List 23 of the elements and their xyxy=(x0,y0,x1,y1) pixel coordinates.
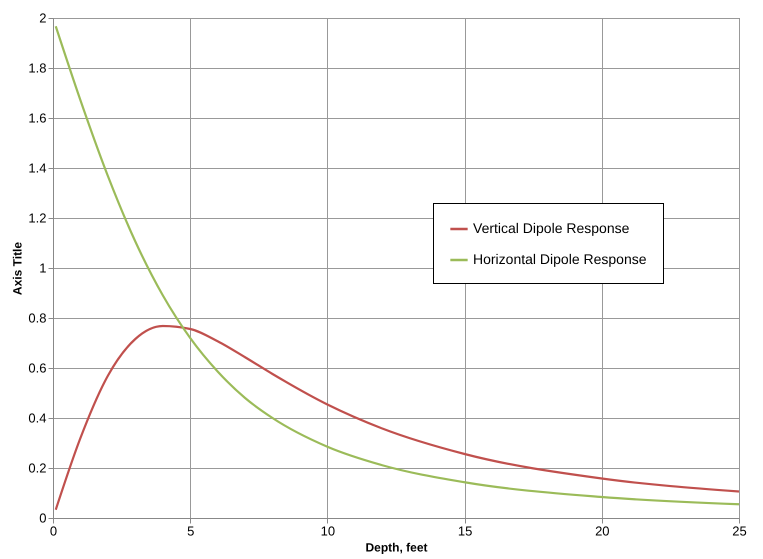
y-tick-label: 0.8 xyxy=(28,310,46,326)
y-tick-label: 0.2 xyxy=(28,460,46,476)
y-tick-label: 0.4 xyxy=(28,410,46,426)
x-tick-label: 10 xyxy=(320,524,336,538)
x-axis-title: Depth, feet xyxy=(365,540,428,554)
line-series xyxy=(54,25,740,506)
y-axis-title: Axis Title xyxy=(10,242,24,296)
legend-label: Horizontal Dipole Response xyxy=(473,251,647,267)
y-tick-label: 2 xyxy=(39,10,46,26)
line-series xyxy=(54,324,740,511)
y-tick-label: 0.6 xyxy=(28,360,46,376)
x-tick-label: 0 xyxy=(50,524,58,538)
y-tick-label: 1.4 xyxy=(28,160,46,176)
x-tick-label: 25 xyxy=(732,524,747,538)
x-tick-label: 15 xyxy=(458,524,472,538)
y-tick-label: 1.6 xyxy=(28,110,46,126)
x-tick-label: 5 xyxy=(187,524,194,538)
y-tick-label: 1 xyxy=(39,260,46,276)
y-tick-label: 1.2 xyxy=(28,210,46,226)
legend-label: Vertical Dipole Response xyxy=(473,220,630,236)
y-tick-label: 0 xyxy=(39,510,46,526)
y-tick-label: 1.8 xyxy=(28,60,46,76)
x-tick-label: 20 xyxy=(595,524,610,538)
